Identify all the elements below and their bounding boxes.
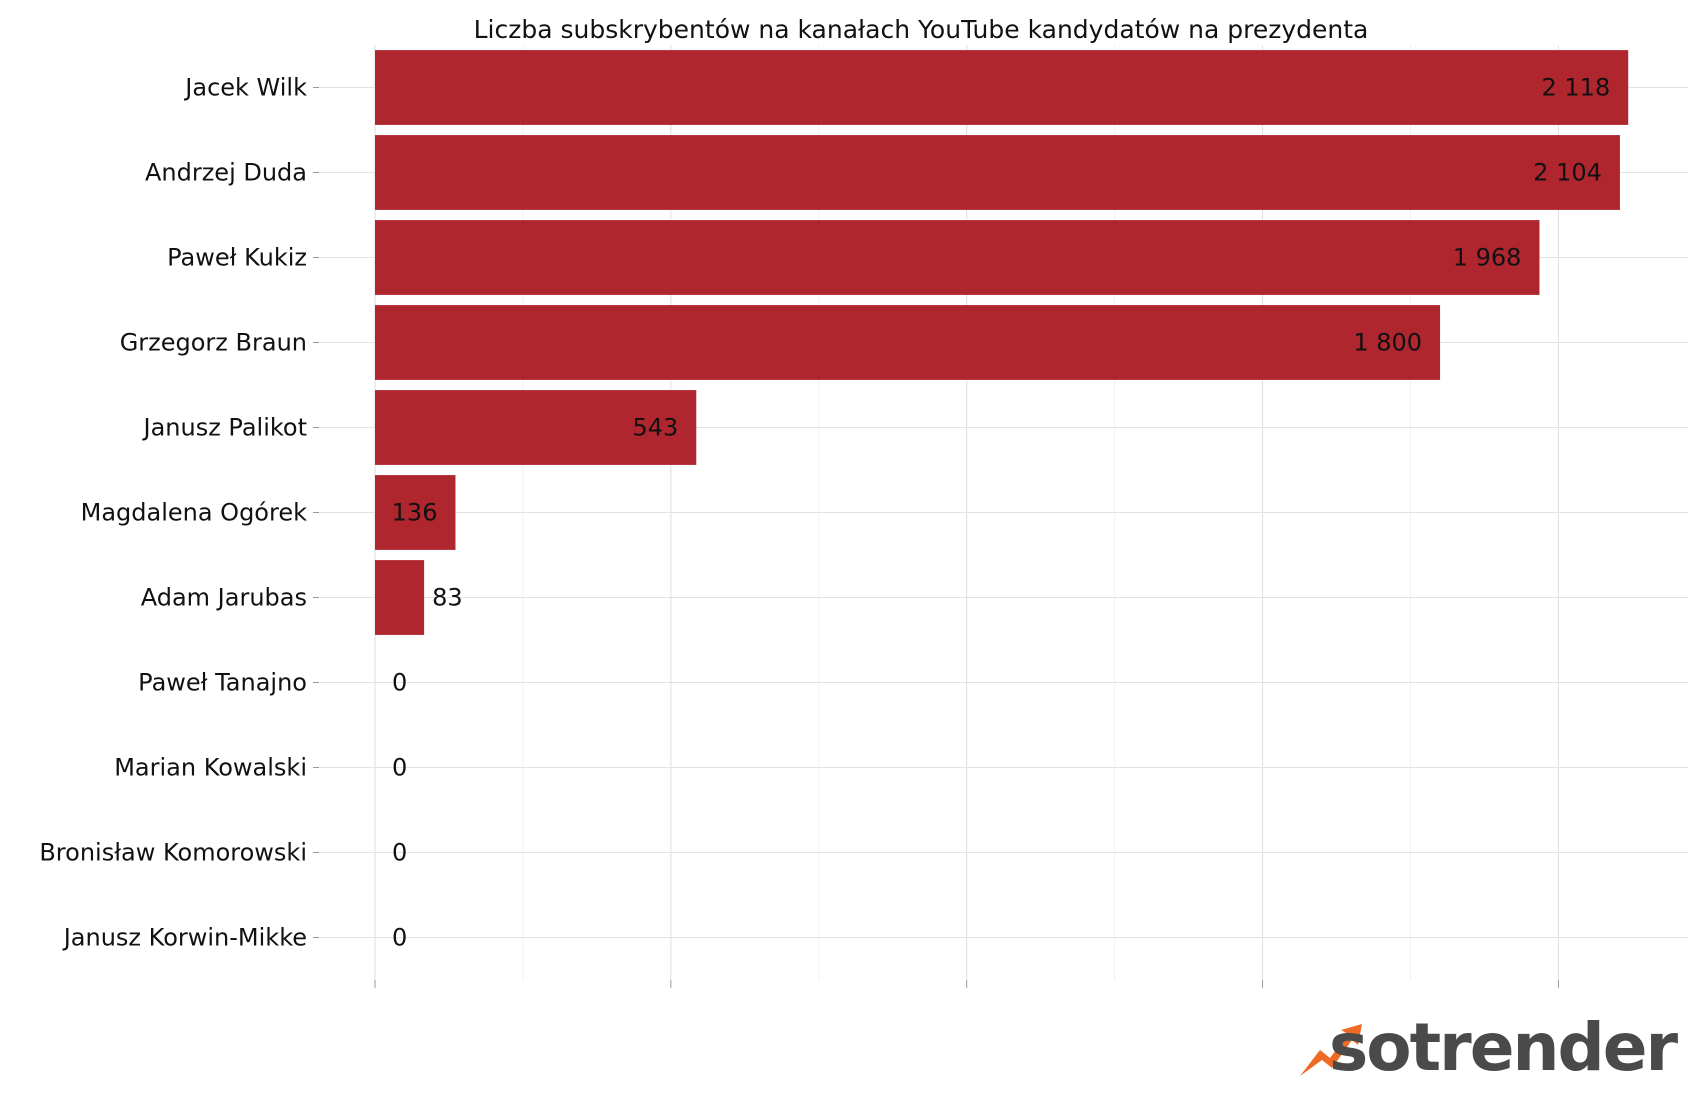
category-labels: Jacek Wilk Andrzej Duda Paweł Kukiz Grzegor… — [39, 74, 307, 952]
category-label: Janusz Korwin-Mikke — [62, 924, 307, 952]
category-label: Grzegorz Braun — [120, 329, 307, 357]
sotrender-logo: sotrender — [1300, 1009, 1680, 1086]
category-label: Janusz Palikot — [141, 414, 307, 442]
bar — [375, 560, 425, 635]
data-label: 0 — [392, 924, 407, 952]
bar — [375, 135, 1620, 210]
category-label: Paweł Kukiz — [167, 244, 307, 272]
data-label: 2 118 — [1542, 74, 1611, 102]
data-label: 1 800 — [1353, 329, 1422, 357]
bars: 2 118 2 104 1 968 1 800 543 136 83 0 0 0 0 — [375, 50, 1629, 952]
category-label: Paweł Tanajno — [138, 669, 307, 697]
data-label: 83 — [432, 584, 463, 612]
bar — [375, 305, 1441, 380]
category-label: Adam Jarubas — [141, 584, 307, 612]
chart-title: Liczba subskrybentów na kanałach YouTube… — [474, 15, 1369, 44]
bar — [375, 50, 1629, 125]
data-label: 2 104 — [1533, 159, 1602, 187]
category-label: Marian Kowalski — [114, 754, 307, 782]
data-label: 0 — [392, 839, 407, 867]
category-label: Magdalena Ogórek — [81, 499, 307, 527]
category-label: Andrzej Duda — [145, 159, 307, 187]
data-label: 1 968 — [1453, 244, 1522, 272]
category-label: Bronisław Komorowski — [39, 839, 307, 867]
bar — [375, 390, 697, 465]
sotrender-wordmark: sotrender — [1329, 1009, 1678, 1086]
data-label: 136 — [392, 499, 438, 527]
bar — [375, 475, 456, 550]
data-label: 543 — [632, 414, 678, 442]
data-label: 0 — [392, 669, 407, 697]
category-label: Jacek Wilk — [183, 74, 307, 102]
data-label: 0 — [392, 754, 407, 782]
bar — [375, 220, 1540, 295]
trend-arrow-icon — [1300, 1024, 1362, 1076]
